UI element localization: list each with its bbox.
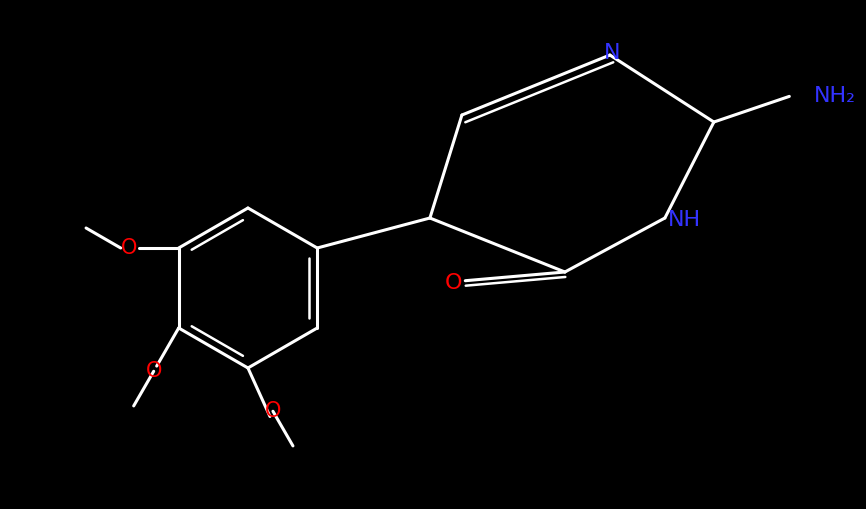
Text: O: O [444,273,462,293]
Text: NH₂: NH₂ [814,87,856,106]
Text: NH: NH [669,210,701,230]
Text: O: O [145,361,162,381]
Text: O: O [120,238,137,258]
Text: N: N [604,43,620,63]
Text: O: O [265,401,281,421]
